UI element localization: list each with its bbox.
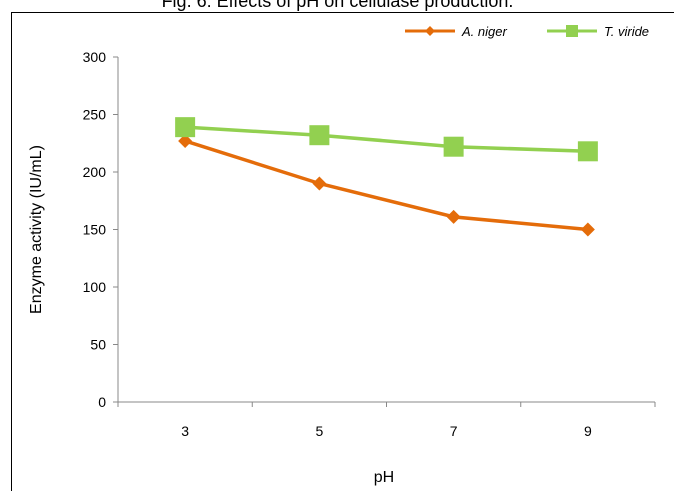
y-tick-label: 150 [83, 222, 107, 238]
data-point-t-viride [309, 125, 330, 146]
y-tick-label: 0 [98, 394, 106, 410]
y-tick-label: 100 [83, 279, 107, 295]
legend-label-t-viride: T. viride [604, 24, 649, 39]
series-line-t-viride [185, 125, 588, 154]
y-axis-label: Enzyme activity (IU/mL) [28, 145, 45, 314]
legend-marker-a-niger [425, 26, 435, 36]
chart-frame [11, 12, 674, 491]
x-axis-label: pH [374, 469, 394, 486]
legend-label-a-niger: A. niger [461, 24, 507, 39]
x-tick-label: 9 [584, 423, 592, 439]
series-line-a-niger [184, 139, 589, 232]
x-tick-label: 5 [315, 423, 323, 439]
data-point-t-viride [443, 136, 464, 157]
data-point-a-niger [446, 209, 461, 224]
data-point-a-niger [580, 222, 595, 237]
y-tick-label: 50 [90, 337, 106, 353]
x-tick-label: 7 [450, 423, 458, 439]
data-point-t-viride [577, 141, 598, 162]
chart-title: Fig. 6: Effects of pH on cellulase produ… [161, 0, 514, 11]
y-tick-label: 250 [83, 107, 107, 123]
y-tick-label: 200 [83, 164, 107, 180]
data-point-a-niger [178, 133, 193, 148]
data-point-a-niger [312, 176, 327, 191]
data-point-t-viride [175, 117, 196, 138]
x-tick-label: 3 [181, 423, 189, 439]
legend-marker-t-viride [566, 25, 578, 37]
y-tick-label: 300 [83, 49, 107, 65]
